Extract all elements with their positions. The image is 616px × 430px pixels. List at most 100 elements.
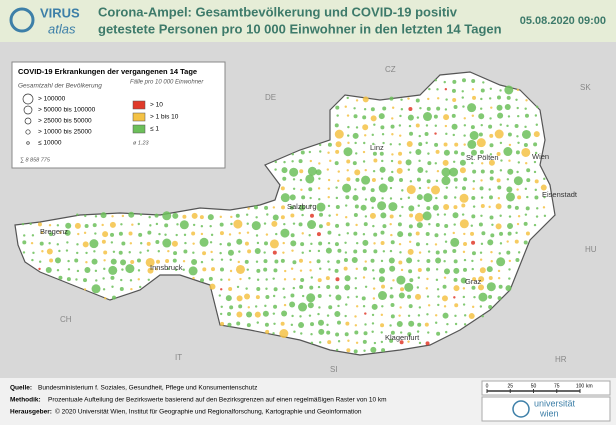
country-label: IT xyxy=(175,353,182,362)
map-symbol xyxy=(391,153,394,156)
map-symbol xyxy=(443,249,448,254)
map-symbol xyxy=(435,268,439,271)
map-symbol xyxy=(355,241,359,245)
map-symbol xyxy=(425,341,430,346)
map-symbol xyxy=(136,258,141,263)
map-symbol xyxy=(172,258,177,263)
map-symbol xyxy=(418,341,422,345)
map-symbol xyxy=(102,231,109,238)
university-seal xyxy=(512,400,530,418)
map-symbol xyxy=(293,277,296,281)
map-symbol xyxy=(426,206,431,211)
map-symbol xyxy=(301,294,305,298)
map-symbol xyxy=(291,160,294,163)
map-symbol xyxy=(147,267,154,274)
map-symbol xyxy=(399,197,403,201)
map-symbol xyxy=(299,284,304,289)
map-symbol xyxy=(327,187,330,190)
map-symbol xyxy=(298,258,303,263)
map-symbol xyxy=(436,88,439,91)
map-symbol xyxy=(445,98,448,101)
map-symbol xyxy=(328,294,332,297)
map-symbol xyxy=(326,314,330,317)
map-symbol xyxy=(426,106,431,111)
map-symbol xyxy=(426,267,431,272)
map-symbol xyxy=(489,153,493,156)
map-symbol xyxy=(407,114,414,121)
map-symbol xyxy=(489,133,494,138)
map-symbol xyxy=(342,183,352,193)
map-symbol xyxy=(111,285,114,288)
map-symbol xyxy=(491,223,494,226)
map-symbol xyxy=(443,260,446,263)
map-symbol xyxy=(453,259,458,264)
map-symbol xyxy=(210,250,213,254)
map-symbol xyxy=(182,260,186,263)
map-symbol xyxy=(525,162,528,165)
map-symbol xyxy=(346,159,351,164)
map-symbol xyxy=(409,131,414,136)
map-symbol xyxy=(390,124,395,129)
map-symbol xyxy=(506,240,509,243)
map-symbol xyxy=(390,233,393,237)
map-symbol xyxy=(436,213,440,216)
map-symbol xyxy=(200,278,205,283)
map-symbol xyxy=(45,266,52,273)
map-symbol xyxy=(346,96,349,100)
map-symbol xyxy=(29,222,32,226)
map-symbol xyxy=(254,311,261,318)
map-symbol xyxy=(372,151,377,156)
map-symbol xyxy=(335,332,340,337)
map-symbol xyxy=(347,134,350,137)
map-symbol xyxy=(175,233,178,237)
map-symbol xyxy=(139,213,143,216)
map-symbol xyxy=(476,138,486,148)
map-symbol xyxy=(318,306,321,309)
map-symbol xyxy=(118,250,123,255)
map-symbol xyxy=(449,167,459,177)
map-symbol xyxy=(408,304,413,309)
map-symbol xyxy=(346,169,349,172)
map-symbol xyxy=(326,222,331,227)
map-symbol xyxy=(283,278,287,281)
map-symbol xyxy=(408,106,413,111)
map-symbol xyxy=(236,321,241,326)
title-line: Corona-Ampel: Gesamtbevölkerung und COVI… xyxy=(98,4,458,19)
map-symbol xyxy=(31,234,35,237)
map-symbol xyxy=(192,242,195,245)
map-symbol xyxy=(291,314,294,318)
legend-swatch xyxy=(132,112,146,122)
map-symbol xyxy=(219,312,223,316)
map-symbol xyxy=(110,258,117,265)
map-symbol xyxy=(380,259,384,263)
map-symbol xyxy=(227,311,232,316)
map-symbol xyxy=(229,258,232,262)
map-symbol xyxy=(75,278,78,281)
map-symbol xyxy=(191,212,198,219)
map-symbol xyxy=(354,324,358,327)
map-symbol xyxy=(536,105,539,109)
map-symbol xyxy=(432,204,439,211)
map-symbol xyxy=(182,268,185,271)
map-symbol xyxy=(470,231,475,236)
map-symbol xyxy=(308,234,311,237)
map-symbol xyxy=(479,251,483,254)
map-symbol xyxy=(380,331,383,334)
map-symbol xyxy=(452,79,457,84)
map-symbol xyxy=(335,205,340,210)
map-symbol xyxy=(415,242,420,247)
map-symbol xyxy=(328,268,331,271)
map-symbol xyxy=(461,90,464,93)
map-symbol xyxy=(108,265,118,275)
map-symbol xyxy=(452,249,457,254)
map-symbol xyxy=(488,205,491,209)
map-symbol xyxy=(329,159,332,163)
map-symbol xyxy=(486,282,496,292)
date: 05.08.2020 09:00 xyxy=(520,15,606,27)
map-symbol xyxy=(236,295,243,302)
legend-symbol xyxy=(22,93,34,105)
map-symbol xyxy=(355,341,359,344)
map-symbol xyxy=(463,323,467,326)
map-symbol xyxy=(415,123,420,128)
map-symbol xyxy=(407,340,410,343)
